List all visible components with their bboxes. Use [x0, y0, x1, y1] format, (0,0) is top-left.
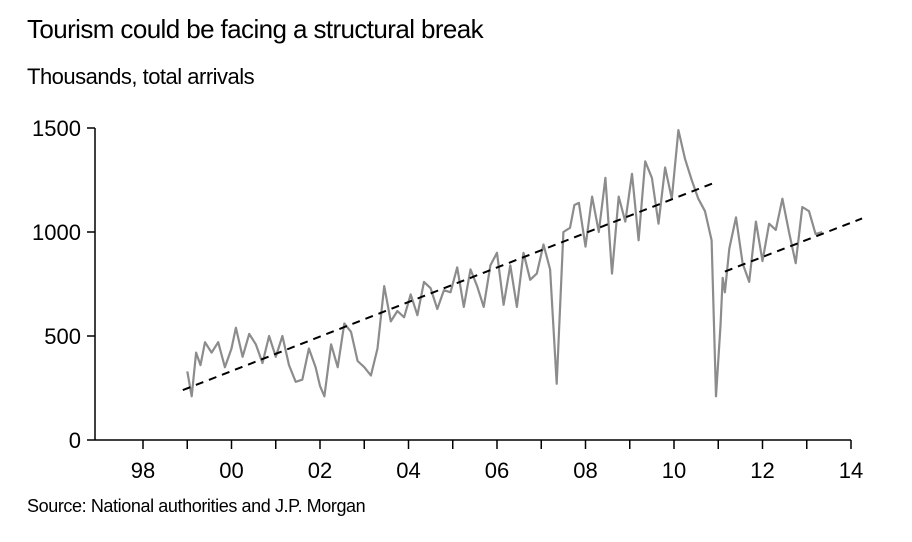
x-tick-label: 12	[750, 458, 774, 483]
chart-subtitle: Thousands, total arrivals	[27, 64, 255, 89]
x-tick-label: 14	[839, 458, 863, 483]
x-tick-label: 10	[662, 458, 686, 483]
trend-line-pre-break	[182, 181, 717, 392]
x-tick-label: 04	[396, 458, 420, 483]
series-line-arrivals	[186, 129, 823, 398]
x-tick-label: 06	[485, 458, 509, 483]
source-note: Source: National authorities and J.P. Mo…	[27, 496, 366, 516]
y-tick-label: 500	[44, 324, 81, 349]
tick-labels: 0 500 1000 1500 98 00 02 04 06 08 10 12 14	[32, 116, 863, 483]
y-tick-label: 1000	[32, 220, 81, 245]
chart-axes	[87, 127, 852, 449]
y-tick-label: 1500	[32, 116, 81, 141]
chart-title: Tourism could be facing a structural bre…	[27, 14, 484, 44]
x-tick-label: 98	[131, 458, 155, 483]
y-tick-label: 0	[69, 428, 81, 453]
trend-line-post-break	[724, 217, 863, 273]
x-tick-label: 02	[308, 458, 332, 483]
x-tick-label: 00	[219, 458, 243, 483]
x-tick-label: 08	[573, 458, 597, 483]
plot-area	[182, 129, 863, 398]
